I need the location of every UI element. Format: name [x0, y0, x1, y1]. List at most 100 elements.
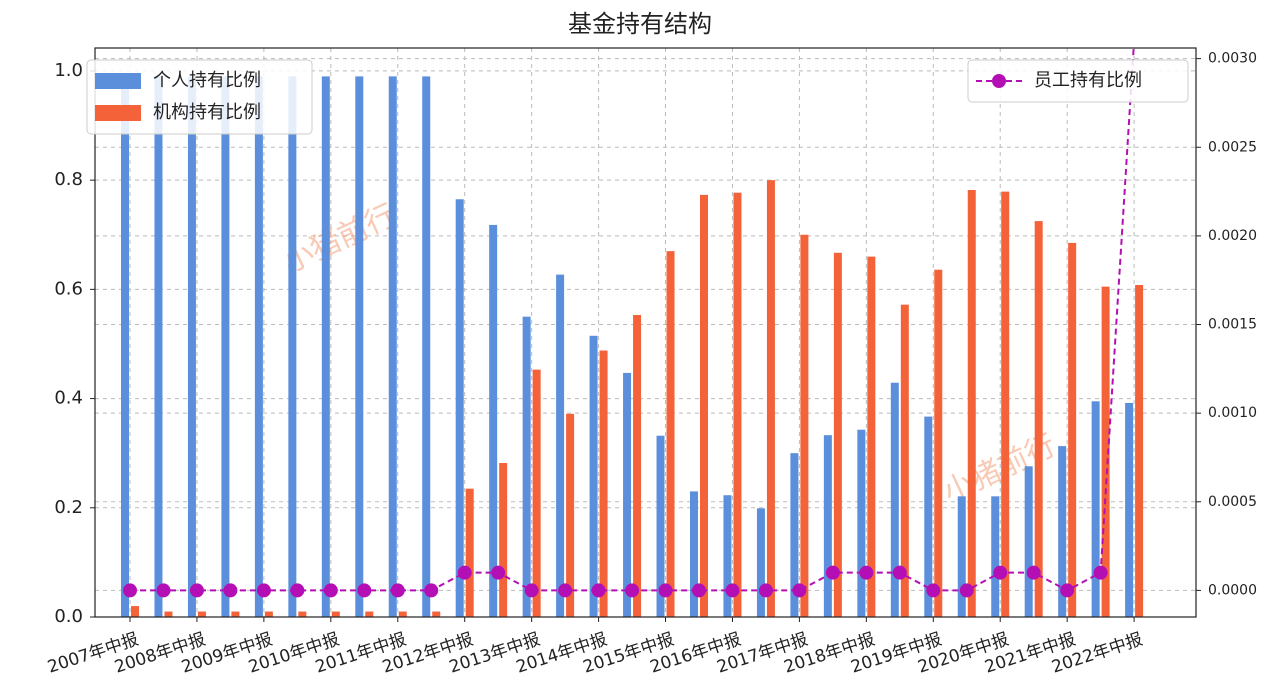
- bar: [900, 304, 909, 617]
- bar: [331, 611, 340, 617]
- bar: [288, 76, 297, 617]
- bar: [154, 76, 163, 617]
- bar: [857, 429, 866, 617]
- bar: [432, 611, 441, 617]
- bar: [1058, 446, 1067, 617]
- bar: [532, 369, 541, 617]
- line-marker: [892, 565, 907, 580]
- bar: [689, 491, 698, 617]
- bar: [321, 76, 330, 617]
- bar: [1068, 242, 1077, 617]
- bar: [723, 495, 732, 617]
- bar: [566, 413, 575, 617]
- bar: [800, 234, 809, 617]
- y-tick-label: 0.8: [54, 169, 83, 190]
- y-tick-label: 1.0: [54, 60, 83, 81]
- line-marker: [758, 583, 773, 598]
- bar: [934, 269, 943, 617]
- y-tick-label: 0.0: [54, 606, 83, 627]
- bar: [991, 496, 1000, 617]
- bar: [388, 76, 397, 617]
- bar: [599, 350, 608, 617]
- bar: [355, 76, 364, 617]
- line-marker: [725, 583, 740, 598]
- bar: [656, 435, 665, 617]
- y-tick-label: 0.4: [54, 388, 83, 409]
- line-marker: [123, 583, 137, 598]
- chart-title: 基金持有结构: [568, 10, 712, 38]
- bar: [666, 251, 675, 617]
- line-marker: [323, 583, 338, 598]
- bar: [833, 252, 842, 617]
- bar: [790, 453, 799, 617]
- legend-label: 个人持有比例: [153, 70, 261, 91]
- bar: [823, 435, 832, 617]
- y-tick-label: 0.2: [54, 497, 83, 518]
- line-marker: [1093, 565, 1108, 580]
- plot-frame: [94, 47, 1197, 618]
- bar: [254, 76, 263, 617]
- legend-swatch: [992, 74, 1006, 88]
- line-marker: [993, 565, 1008, 580]
- legend-box: [967, 59, 1189, 103]
- bar: [455, 199, 464, 617]
- legend-swatch: [95, 73, 141, 89]
- bar: [1034, 221, 1043, 617]
- line-marker: [290, 583, 305, 598]
- bar: [264, 611, 273, 617]
- line-marker: [591, 583, 606, 598]
- bar: [756, 508, 765, 617]
- bar: [623, 372, 632, 617]
- bar: [867, 256, 876, 617]
- line-marker: [1127, 34, 1141, 48]
- y2-tick-label: 0.0010: [1208, 405, 1257, 421]
- bar: [121, 81, 129, 617]
- bar: [1091, 401, 1100, 617]
- line-marker: [223, 583, 238, 598]
- plot: [121, 34, 1144, 617]
- legend-swatch: [95, 105, 141, 121]
- bar: [1135, 284, 1144, 617]
- y2-tick-label: 0.0005: [1208, 494, 1257, 510]
- bar: [422, 76, 431, 617]
- bar: [197, 611, 206, 617]
- y2-tick-label: 0.0020: [1208, 228, 1257, 244]
- bar: [633, 315, 642, 617]
- watermark: 小猪前行: [938, 428, 1062, 510]
- bar: [365, 611, 374, 617]
- line-marker: [156, 583, 171, 598]
- y2-tick-label: 0.0025: [1208, 139, 1257, 155]
- bar: [522, 316, 531, 617]
- y2-tick-label: 0.0030: [1208, 51, 1257, 67]
- bar: [298, 611, 307, 617]
- line-marker: [189, 583, 204, 598]
- line-marker: [959, 583, 974, 598]
- bar: [1101, 286, 1110, 617]
- line-marker: [524, 583, 539, 598]
- bar: [187, 76, 196, 617]
- bar: [733, 192, 742, 617]
- bar: [489, 224, 498, 617]
- line-marker: [1026, 565, 1041, 580]
- line-marker: [926, 583, 941, 598]
- bar: [398, 611, 407, 617]
- line-marker: [792, 583, 807, 598]
- bar: [499, 463, 508, 617]
- line-marker: [691, 583, 706, 598]
- bar: [465, 488, 474, 617]
- bar: [131, 606, 139, 617]
- bar: [231, 611, 240, 617]
- line-marker: [491, 565, 506, 580]
- y2-tick-label: 0.0000: [1208, 582, 1257, 598]
- y2-tick-label: 0.0015: [1208, 317, 1257, 333]
- legend-label: 员工持有比例: [1034, 70, 1142, 91]
- line-marker: [390, 583, 405, 598]
- bar: [221, 76, 230, 617]
- line-marker: [357, 583, 372, 598]
- line-marker: [825, 565, 840, 580]
- bar: [589, 335, 598, 617]
- y-tick-label: 0.6: [54, 278, 83, 299]
- line-marker: [457, 565, 472, 580]
- bar: [699, 194, 708, 617]
